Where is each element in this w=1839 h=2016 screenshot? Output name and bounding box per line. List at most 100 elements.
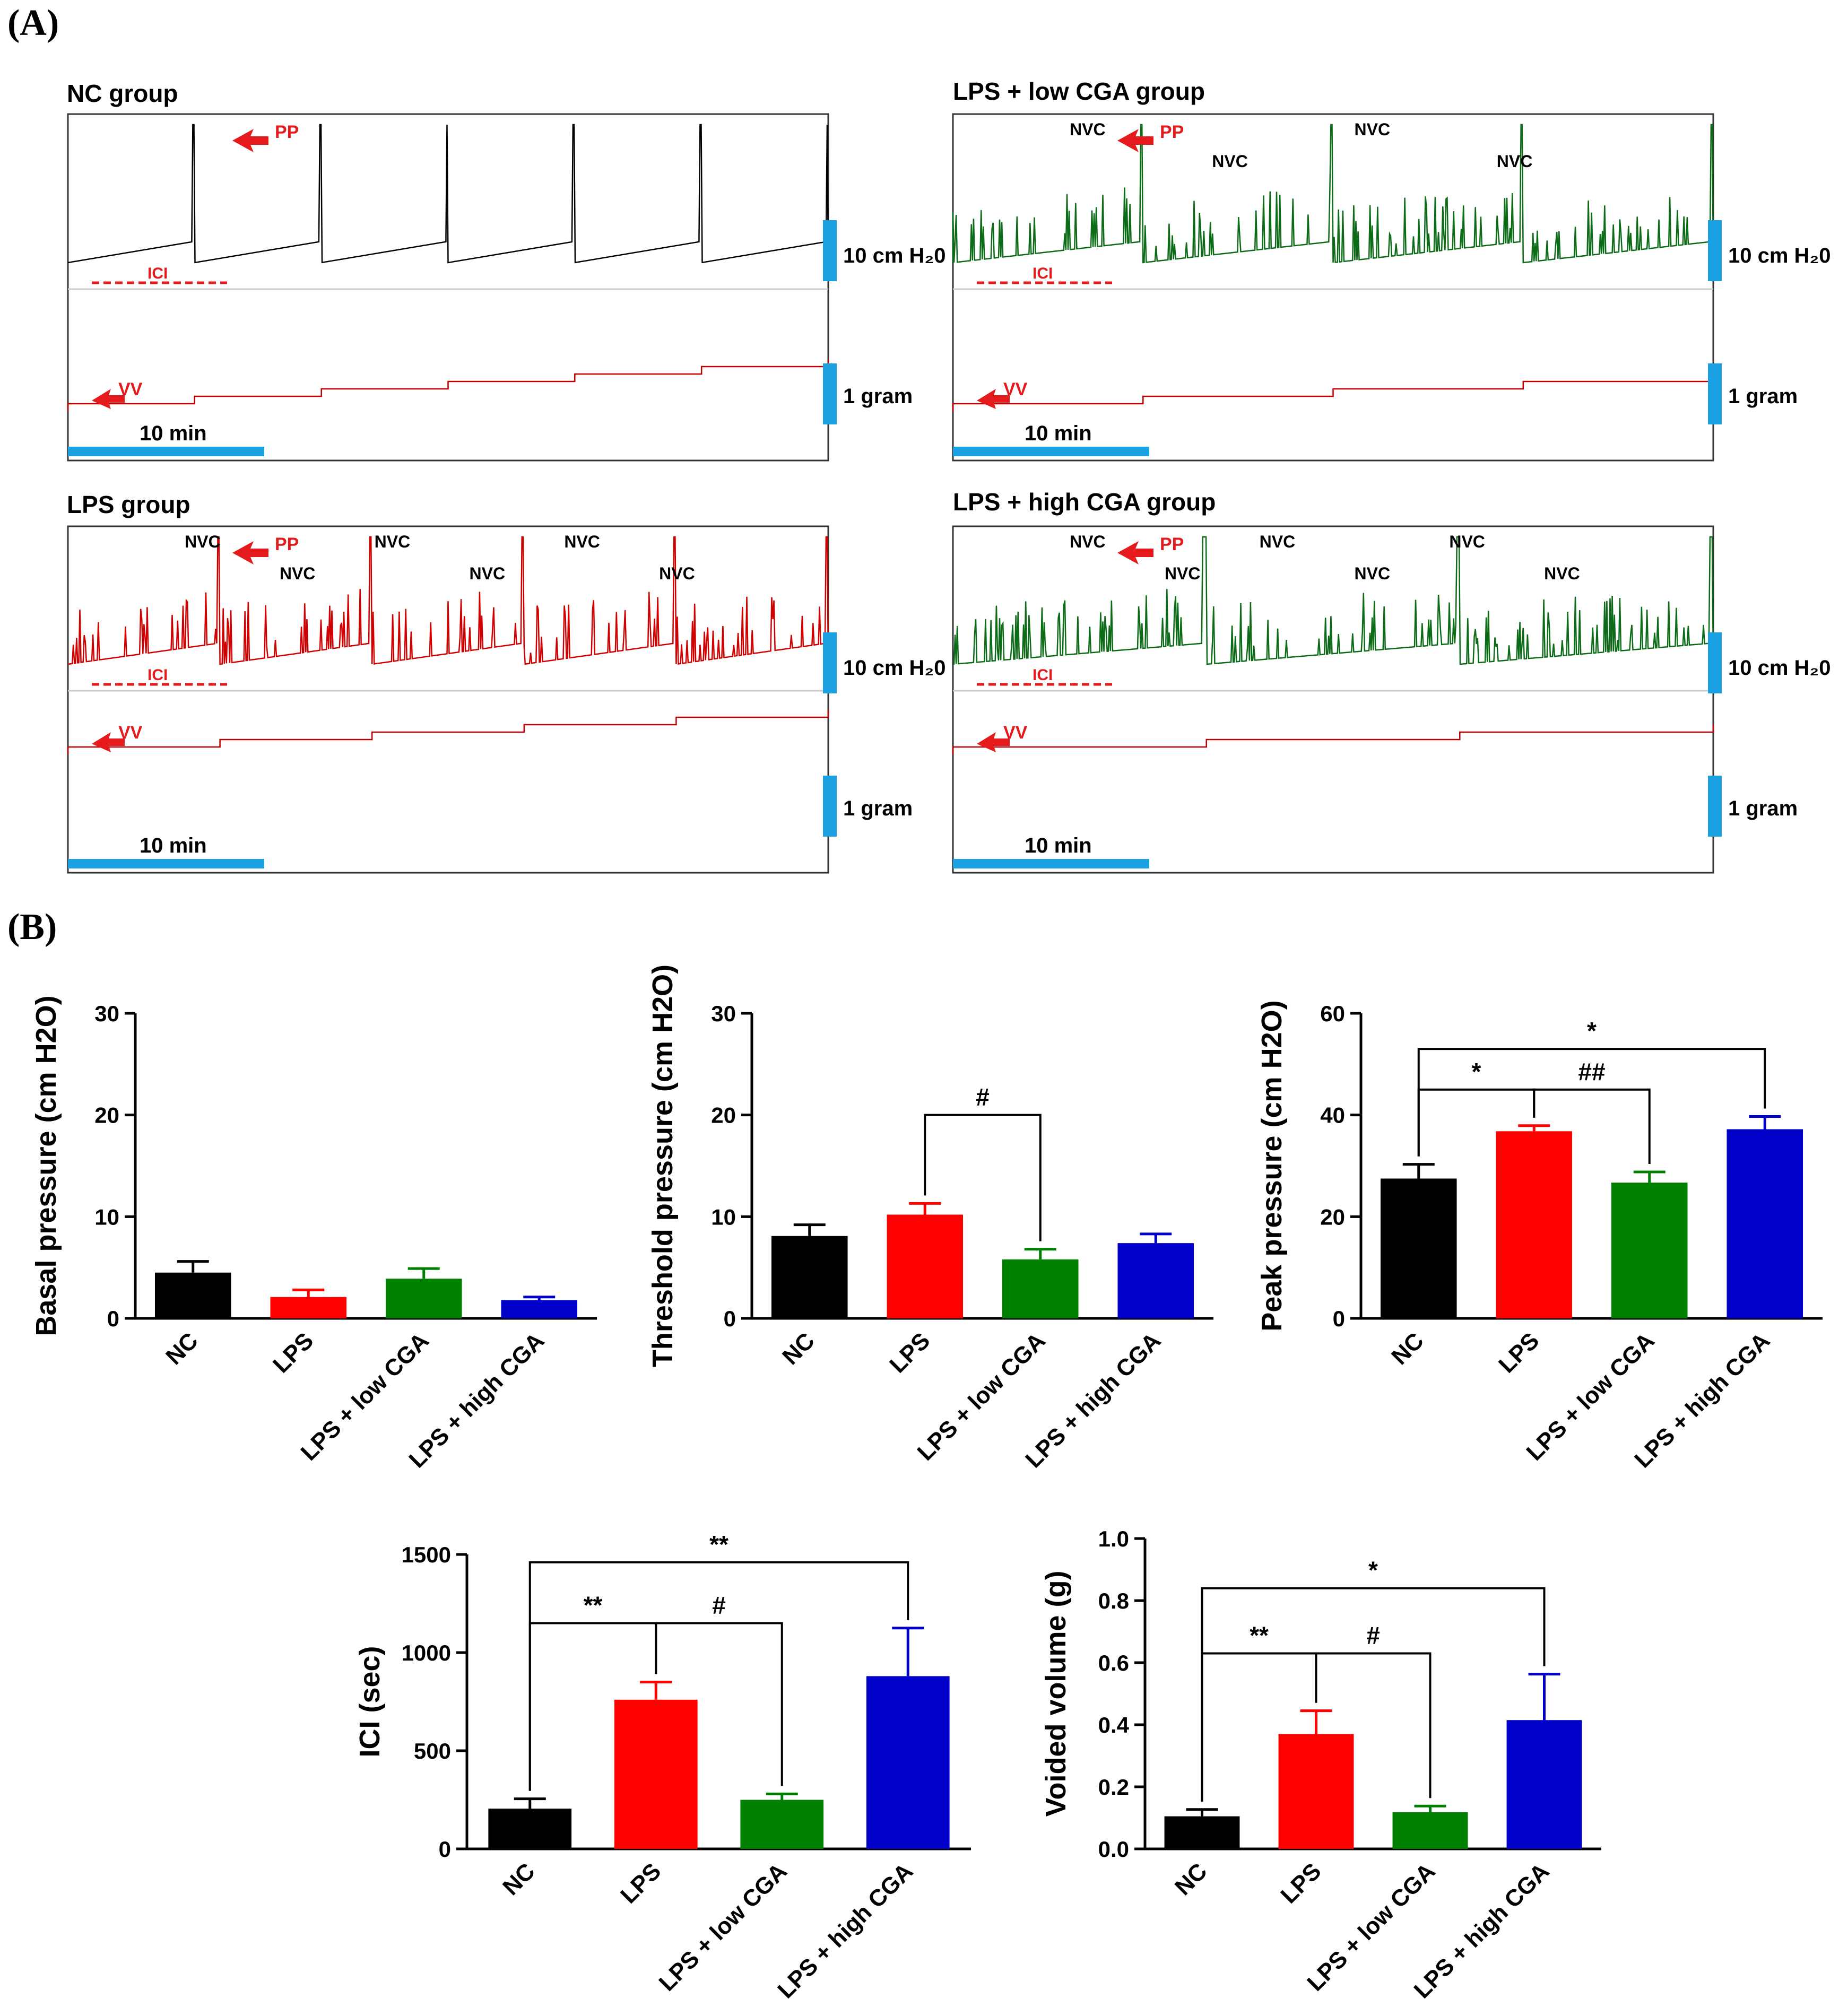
trace-1-vv-label: VV [118, 379, 143, 399]
trace-4-pp-arrow [1117, 541, 1153, 564]
trace-3-nvc-label-6: NVC [659, 564, 695, 583]
chart-5-bar-1 [1164, 1816, 1240, 1849]
chart-5-bar-3 [1392, 1812, 1468, 1849]
chart-4-y-tick-label: 1500 [402, 1542, 451, 1567]
chart-5-y-tick-label: 0.0 [1098, 1837, 1129, 1862]
trace-panels: NC group 10 cm H₂0 1 gram 10 min PP ICI VV LPS … [67, 77, 1831, 874]
trace-3-vv-arrow [92, 732, 125, 752]
chart-5-sig-bracket-2 [1315, 1652, 1432, 1798]
chart-1-y-tick-label: 0 [107, 1306, 119, 1331]
trace-2-weight-scale-bar [1708, 363, 1722, 424]
trace-2-pp-label: PP [1160, 122, 1184, 142]
trace-3-pp-label: PP [275, 534, 299, 554]
chart-4-bar-2 [614, 1699, 698, 1849]
chart-1-bar-1 [154, 1272, 231, 1318]
trace-4-time-scale-label: 10 min [1025, 834, 1092, 857]
chart-4-bar-3 [740, 1800, 824, 1849]
trace-3-pressure-scale-bar [823, 632, 837, 693]
chart-4-x-label-1: NC [498, 1858, 540, 1900]
chart-5-sig-label-1: ** [1250, 1621, 1269, 1649]
chart-3-sig-bracket-3 [1417, 1048, 1766, 1157]
trace-2-time-scale-label: 10 min [1025, 422, 1092, 445]
chart-3-y-tick-label: 20 [1320, 1204, 1345, 1229]
trace-4-nvc-label-3: NVC [1260, 532, 1296, 551]
chart-5-sig-bracket-3 [1201, 1587, 1546, 1802]
trace-2-frame [952, 113, 1714, 462]
chart-2-y-label: Threshold pressure (cm H2O) [647, 964, 679, 1367]
trace-1-pp-label: PP [275, 122, 299, 142]
trace-3-pp-arrow [232, 541, 268, 564]
trace-1-weight-line [67, 359, 829, 411]
chart-4-x-label-4: LPS + high CGA [773, 1858, 918, 2003]
trace-4-pp-label: PP [1160, 534, 1184, 554]
trace-2-weight-line [952, 374, 1714, 411]
trace-2-pressure-line [952, 124, 1714, 264]
chart-4-sig-label-3: ** [709, 1531, 728, 1558]
trace-1-pressure-scale-bar [823, 220, 837, 281]
trace-4-weight-scale-label: 1 gram [1728, 797, 1798, 820]
trace-1-pp-arrow [232, 129, 268, 152]
trace-4-pressure-line [952, 536, 1714, 665]
trace-1-title: NC group [67, 80, 178, 107]
chart-5-y-tick-label: 0.8 [1098, 1588, 1129, 1613]
trace-2-ici-label: ICI [1033, 265, 1053, 282]
trace-1-weight-scale-bar [823, 363, 837, 424]
trace-2-pressure-scale-label: 10 cm H₂0 [1728, 244, 1831, 267]
trace-2-weight-scale-label: 1 gram [1728, 385, 1798, 408]
trace-4-nvc-label-6: NVC [1544, 564, 1580, 583]
trace-4-vv-arrow [977, 732, 1010, 752]
trace-2-nvc-label-4: NVC [1497, 152, 1533, 171]
trace-4-weight-scale-bar [1708, 776, 1722, 837]
trace-4-pressure-scale-bar [1708, 632, 1722, 693]
chart-1-bar-4 [501, 1300, 578, 1318]
chart-2-y-tick-label: 10 [711, 1204, 736, 1229]
trace-1-weight-scale-label: 1 gram [843, 385, 913, 408]
chart-5-sig-label-3: * [1368, 1557, 1378, 1584]
chart-2-sig-label-1: # [976, 1083, 990, 1111]
chart-4-bar-4 [866, 1676, 950, 1849]
chart-3-x-label-1: NC [1386, 1327, 1429, 1370]
trace-3-vv-label: VV [118, 723, 143, 743]
trace-3-weight-line [67, 710, 829, 754]
trace-2-nvc-label-2: NVC [1212, 152, 1248, 171]
chart-1-x-label-1: NC [161, 1327, 203, 1370]
trace-2-title: LPS + low CGA group [953, 77, 1205, 105]
chart-2-y-tick-label: 0 [724, 1306, 736, 1331]
chart-4-sig-bracket-3 [528, 1561, 909, 1791]
trace-1-ici-label: ICI [148, 265, 168, 282]
chart-3-y-tick-label: 40 [1320, 1103, 1345, 1128]
trace-3-nvc-label-1: NVC [185, 532, 221, 551]
chart-3-bar-4 [1727, 1129, 1803, 1318]
chart-5-y-tick-label: 0.6 [1098, 1650, 1129, 1675]
chart-1-bar-2 [270, 1297, 347, 1318]
chart-5-y-tick-label: 0.4 [1098, 1713, 1130, 1737]
chart-5-y-tick-label: 0.2 [1098, 1775, 1129, 1800]
chart-2-x-label-1: NC [777, 1327, 820, 1370]
trace-2-nvc-label-1: NVC [1070, 120, 1106, 139]
chart-5-bar-4 [1506, 1720, 1582, 1849]
trace-2-vv-arrow [977, 389, 1010, 409]
chart-2-bar-3 [1002, 1259, 1079, 1318]
chart-2-bar-4 [1117, 1243, 1194, 1318]
trace-4-frame [952, 525, 1714, 874]
trace-2-pp-arrow [1117, 129, 1153, 152]
trace-1-pressure-scale-label: 10 cm H₂0 [843, 244, 945, 267]
trace-3-pressure-scale-label: 10 cm H₂0 [843, 656, 945, 680]
trace-4-weight-line [952, 725, 1714, 754]
trace-4-pressure-scale-label: 10 cm H₂0 [1728, 656, 1831, 680]
chart-1-y-tick-label: 30 [94, 1001, 119, 1026]
trace-4-nvc-label-5: NVC [1449, 532, 1485, 551]
trace-1-frame [67, 113, 829, 462]
trace-3-weight-scale-label: 1 gram [843, 797, 913, 820]
trace-3-time-scale-bar [68, 859, 264, 868]
chart-3-bar-2 [1496, 1131, 1573, 1318]
chart-2-y-tick-label: 20 [711, 1103, 736, 1128]
chart-4-y-tick-label: 500 [414, 1739, 451, 1763]
chart-4-bar-1 [488, 1809, 572, 1849]
chart-5-y-label: Voided volume (g) [1040, 1570, 1072, 1817]
trace-3-ici-label: ICI [148, 666, 168, 684]
chart-2-sig-bracket-1 [924, 1114, 1042, 1241]
